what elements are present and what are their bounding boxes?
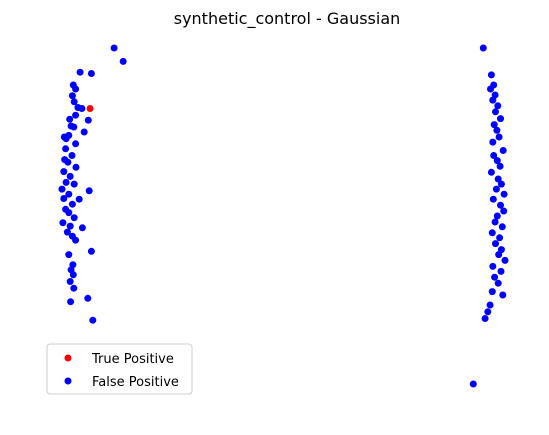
point-false-positive [62,178,70,186]
point-false-positive [491,273,499,281]
point-false-positive [486,301,494,309]
point-false-positive [484,308,492,316]
point-false-positive [489,262,497,270]
point-false-positive [64,158,72,166]
legend-frame [46,343,193,395]
legend: True Positive False Positive [46,343,193,395]
point-false-positive [84,116,92,124]
point-false-positive [59,219,67,227]
point-false-positive [62,135,70,143]
point-false-positive [66,115,74,123]
point-false-positive [488,288,496,296]
point-false-positive [469,380,477,388]
point-false-positive [69,271,77,279]
point-false-positive [87,70,95,77]
point-false-positive [72,163,80,171]
point-false-positive [487,168,495,176]
point-false-positive [80,128,88,136]
point-false-positive [495,133,503,141]
point-false-positive [496,234,504,242]
point-false-positive [58,185,66,193]
point-false-positive [492,185,500,193]
point-false-positive [487,85,494,93]
point-false-positive [76,68,84,76]
point-false-positive [492,108,499,116]
point-false-positive [493,212,501,220]
point-false-positive [89,316,97,324]
point-false-positive [85,187,93,195]
point-false-positive [497,267,505,275]
point-false-positive [68,200,76,208]
point-false-positive [499,147,507,154]
point-false-positive [499,291,507,299]
point-false-positive [66,172,74,180]
point-false-positive [70,214,78,222]
point-false-positive [497,115,504,123]
point-false-positive [487,71,495,79]
point-false-positive [68,92,76,100]
point-false-positive [70,98,78,106]
point-false-positive [493,126,501,134]
point-false-positive [498,223,506,231]
point-false-positive [489,96,497,104]
point-false-positive [494,279,502,287]
point-false-positive [500,190,508,198]
legend-label-true-positive: True Positive [91,352,174,367]
point-false-positive [489,195,497,203]
point-false-positive [500,207,508,215]
point-false-positive [494,175,502,183]
point-false-positive [493,157,501,165]
point-false-positive [66,222,74,230]
point-false-positive [72,140,80,148]
point-false-positive [87,247,95,255]
point-false-positive [75,195,83,203]
point-false-positive [490,152,498,159]
point-false-positive [495,251,503,259]
point-false-positive [488,229,496,237]
point-false-positive [491,218,499,226]
point-false-positive [479,44,487,52]
legend-label-false-positive: False Positive [92,375,179,390]
point-false-positive [497,201,504,209]
points-layer [58,44,509,388]
point-false-positive [492,240,499,248]
point-false-positive [84,294,92,302]
point-false-positive [119,57,127,65]
point-false-positive [66,278,74,285]
legend-marker-false-positive [64,377,72,385]
point-false-positive [490,121,498,129]
point-false-positive [494,102,502,110]
point-false-positive [497,180,505,188]
point-false-positive [65,190,73,198]
point-false-positive [60,195,68,202]
point-false-positive [63,228,71,236]
point-false-positive [496,162,504,170]
point-false-positive [62,145,70,153]
point-false-positive [78,105,86,112]
chart-title: synthetic_control - Gaussian [174,9,401,29]
point-false-positive [67,298,75,306]
point-false-positive [110,44,118,52]
point-false-positive [481,315,489,322]
point-false-positive [78,224,86,232]
point-false-positive [70,180,78,188]
point-false-positive [68,152,76,159]
point-false-positive [70,123,78,131]
point-false-positive [72,85,80,93]
point-true-positive [86,105,94,112]
point-false-positive [72,236,80,244]
legend-marker-true-positive [64,354,72,362]
point-false-positive [489,138,497,146]
point-false-positive [72,111,80,119]
point-false-positive [60,168,68,176]
point-false-positive [501,256,509,264]
point-false-positive [70,284,78,292]
point-false-positive [65,251,73,259]
point-false-positive [65,209,73,217]
